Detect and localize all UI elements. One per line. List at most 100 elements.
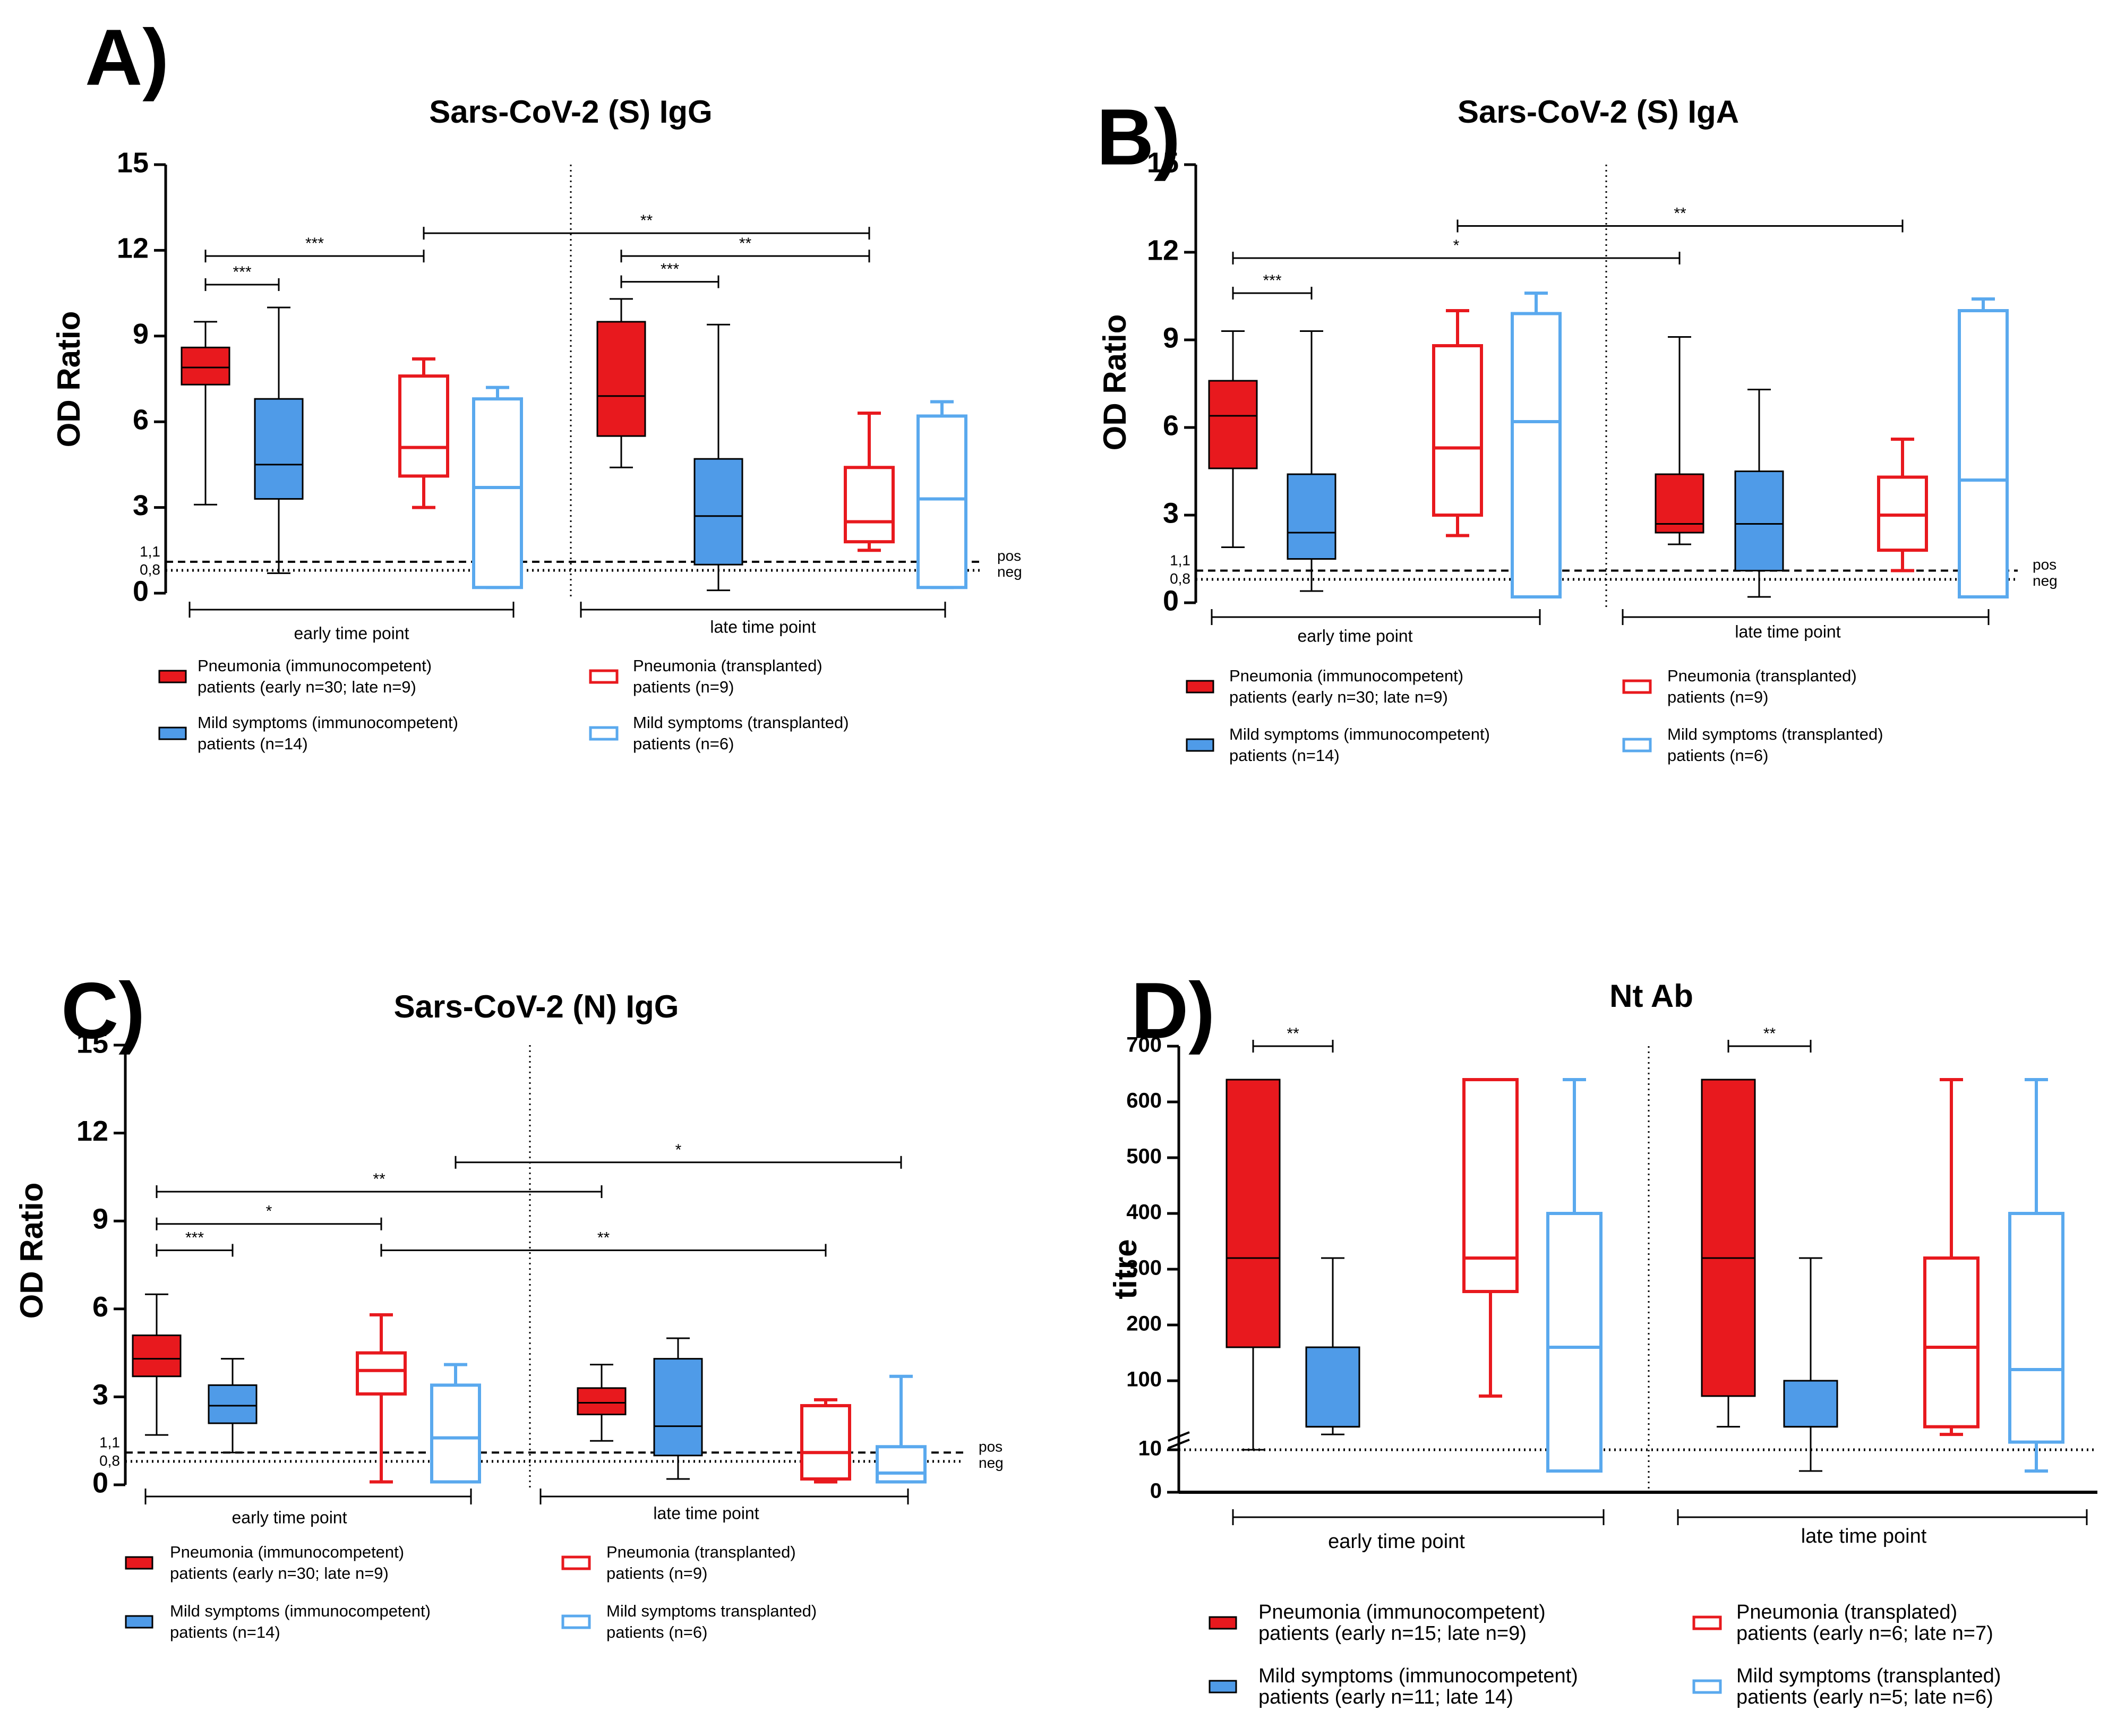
legend-label: Pneumonia (transplated) — [1736, 1601, 1957, 1623]
panel-c: C) Sars-CoV-2 (N) IgGOD Ratio036912151,1 p… — [14, 966, 1004, 1642]
legend-item: Mild symptoms (immunocompetent)patients … — [1210, 1665, 1578, 1708]
significance-bracket: * — [1233, 237, 1680, 264]
legend-item: Pneumonia (transplanted) patients (n=9) — [590, 656, 822, 696]
legend-label: Mild symptoms (immunocompetent) — [170, 1602, 431, 1620]
significance-bracket: ** — [1728, 1025, 1811, 1053]
box-iqr — [209, 1385, 256, 1423]
panel-label: A) — [85, 13, 169, 102]
box-late-open-blue — [1959, 299, 2007, 597]
significance-label: * — [1453, 237, 1460, 254]
box-iqr — [133, 1335, 181, 1376]
legend-label: patients (n=6) — [633, 734, 734, 753]
box-iqr — [654, 1359, 702, 1456]
box-early-filled-blue — [1288, 331, 1335, 592]
y-tick-label: 9 — [92, 1203, 108, 1235]
y-tick-label: 0 — [133, 575, 149, 607]
legend-label: patients (early n=30; late n=9) — [1229, 688, 1448, 706]
legend-label: Mild symptoms (immunocompetent) — [1229, 725, 1490, 743]
box-early-filled-blue — [255, 307, 303, 573]
legend-label: Mild symptoms (immunocompetent) — [1258, 1665, 1578, 1687]
y-tick-label: 9 — [133, 318, 149, 350]
legend-swatch — [126, 1557, 152, 1569]
reference-name-label: neg — [2033, 572, 2058, 589]
box-iqr — [578, 1388, 625, 1415]
y-tick-label: 3 — [92, 1379, 108, 1411]
reference-value-label: 1,1 — [140, 543, 160, 560]
box-iqr — [357, 1353, 405, 1394]
legend-swatch — [159, 671, 186, 682]
legend-swatch — [563, 1557, 589, 1569]
legend-label: Mild symptoms (transplanted) — [633, 713, 849, 732]
box-iqr — [432, 1385, 479, 1482]
significance-label: * — [675, 1141, 682, 1159]
legend-label: patients (n=14) — [170, 1623, 280, 1641]
box-early-open-blue — [474, 388, 521, 588]
legend-swatch — [590, 728, 617, 739]
box-iqr — [918, 416, 966, 587]
chart-title: Sars-CoV-2 (S) IgA — [1458, 94, 1739, 130]
box-early-open-red — [400, 359, 448, 508]
y-tick-label: 15 — [76, 1027, 108, 1059]
box-iqr — [1288, 474, 1335, 559]
box-iqr — [1209, 381, 1257, 468]
significance-bracket: ** — [157, 1170, 602, 1198]
significance-bracket: *** — [157, 1229, 233, 1256]
box-late-open-red — [1879, 439, 1926, 571]
box-iqr — [1548, 1213, 1601, 1471]
y-tick-label: 400 — [1126, 1201, 1162, 1224]
box-early-filled-red — [1227, 1080, 1280, 1450]
group-range: early time point — [1212, 609, 1540, 645]
y-tick-label: 0 — [1150, 1480, 1162, 1503]
legend-item: Mild symptoms transplanted) patients (n=6… — [563, 1602, 817, 1641]
group-range: late time point — [1678, 1509, 2087, 1547]
legend-swatch — [159, 728, 186, 739]
box-iqr — [695, 459, 742, 565]
legend-label: Pneumonia (immunocompetent) — [198, 656, 432, 675]
box-iqr — [474, 399, 521, 587]
y-tick-label: 12 — [76, 1115, 108, 1147]
legend-swatch — [563, 1616, 589, 1628]
legend-label: patients (n=14) — [1229, 746, 1340, 765]
y-tick-label: 3 — [133, 490, 149, 521]
box-iqr — [2010, 1213, 2063, 1442]
legend-label: patients (n=14) — [198, 734, 308, 753]
reference-name-label: pos — [997, 548, 1021, 564]
box-iqr — [182, 347, 229, 384]
group-label: early time point — [294, 623, 409, 643]
box-iqr — [1464, 1080, 1517, 1292]
significance-bracket: *** — [621, 261, 718, 288]
box-iqr — [1959, 311, 2007, 597]
group-label: early time point — [1298, 626, 1413, 645]
box-iqr — [1735, 472, 1783, 571]
box-iqr — [1925, 1258, 1978, 1427]
y-tick-label: 500 — [1126, 1145, 1162, 1168]
significance-bracket: * — [456, 1141, 901, 1169]
legend-item: Pneumonia (transplanted) patients (n=9) — [1624, 666, 1857, 706]
box-late-open-blue — [2010, 1080, 2063, 1471]
significance-label: ** — [1763, 1025, 1776, 1042]
box-late-filled-red — [578, 1365, 625, 1441]
legend-item: Mild symptoms (transplanted)patients (ea… — [1694, 1665, 2001, 1708]
y-tick-label: 10 — [1138, 1437, 1162, 1460]
legend-label: patients (early n=30; late n=9) — [170, 1564, 389, 1583]
y-tick-label: 100 — [1126, 1368, 1162, 1391]
significance-label: *** — [661, 261, 679, 278]
panel-a: A)Sars-CoV-2 (S) IgGOD Ratio036912151,1 p… — [51, 13, 1022, 754]
chart-title: Nt Ab — [1609, 978, 1693, 1014]
box-early-open-blue — [1548, 1080, 1601, 1471]
legend-item: Pneumonia (immunocompetent)patients (ear… — [1187, 666, 1463, 706]
legend-item: Mild symptoms (transplanted) patients (n=… — [590, 713, 849, 753]
legend-item: Pneumonia (immunocompetent)patients (ear… — [1210, 1601, 1546, 1645]
significance-label: *** — [305, 235, 324, 252]
legend-swatch — [1624, 739, 1650, 751]
chart-title: Sars-CoV-2 (S) IgG — [429, 94, 712, 130]
box-late-filled-red — [1656, 337, 1703, 545]
legend-label: patients (n=9) — [1667, 688, 1768, 706]
box-early-filled-red — [182, 322, 229, 504]
significance-label: * — [266, 1203, 272, 1220]
significance-bracket: ** — [381, 1229, 826, 1256]
group-label: late time point — [710, 617, 816, 636]
legend-label: Mild symptoms transplanted) — [606, 1602, 817, 1620]
legend-label: Mild symptoms (transplanted) — [1736, 1665, 2001, 1687]
legend-label: Pneumonia (transplanted) — [633, 656, 822, 675]
